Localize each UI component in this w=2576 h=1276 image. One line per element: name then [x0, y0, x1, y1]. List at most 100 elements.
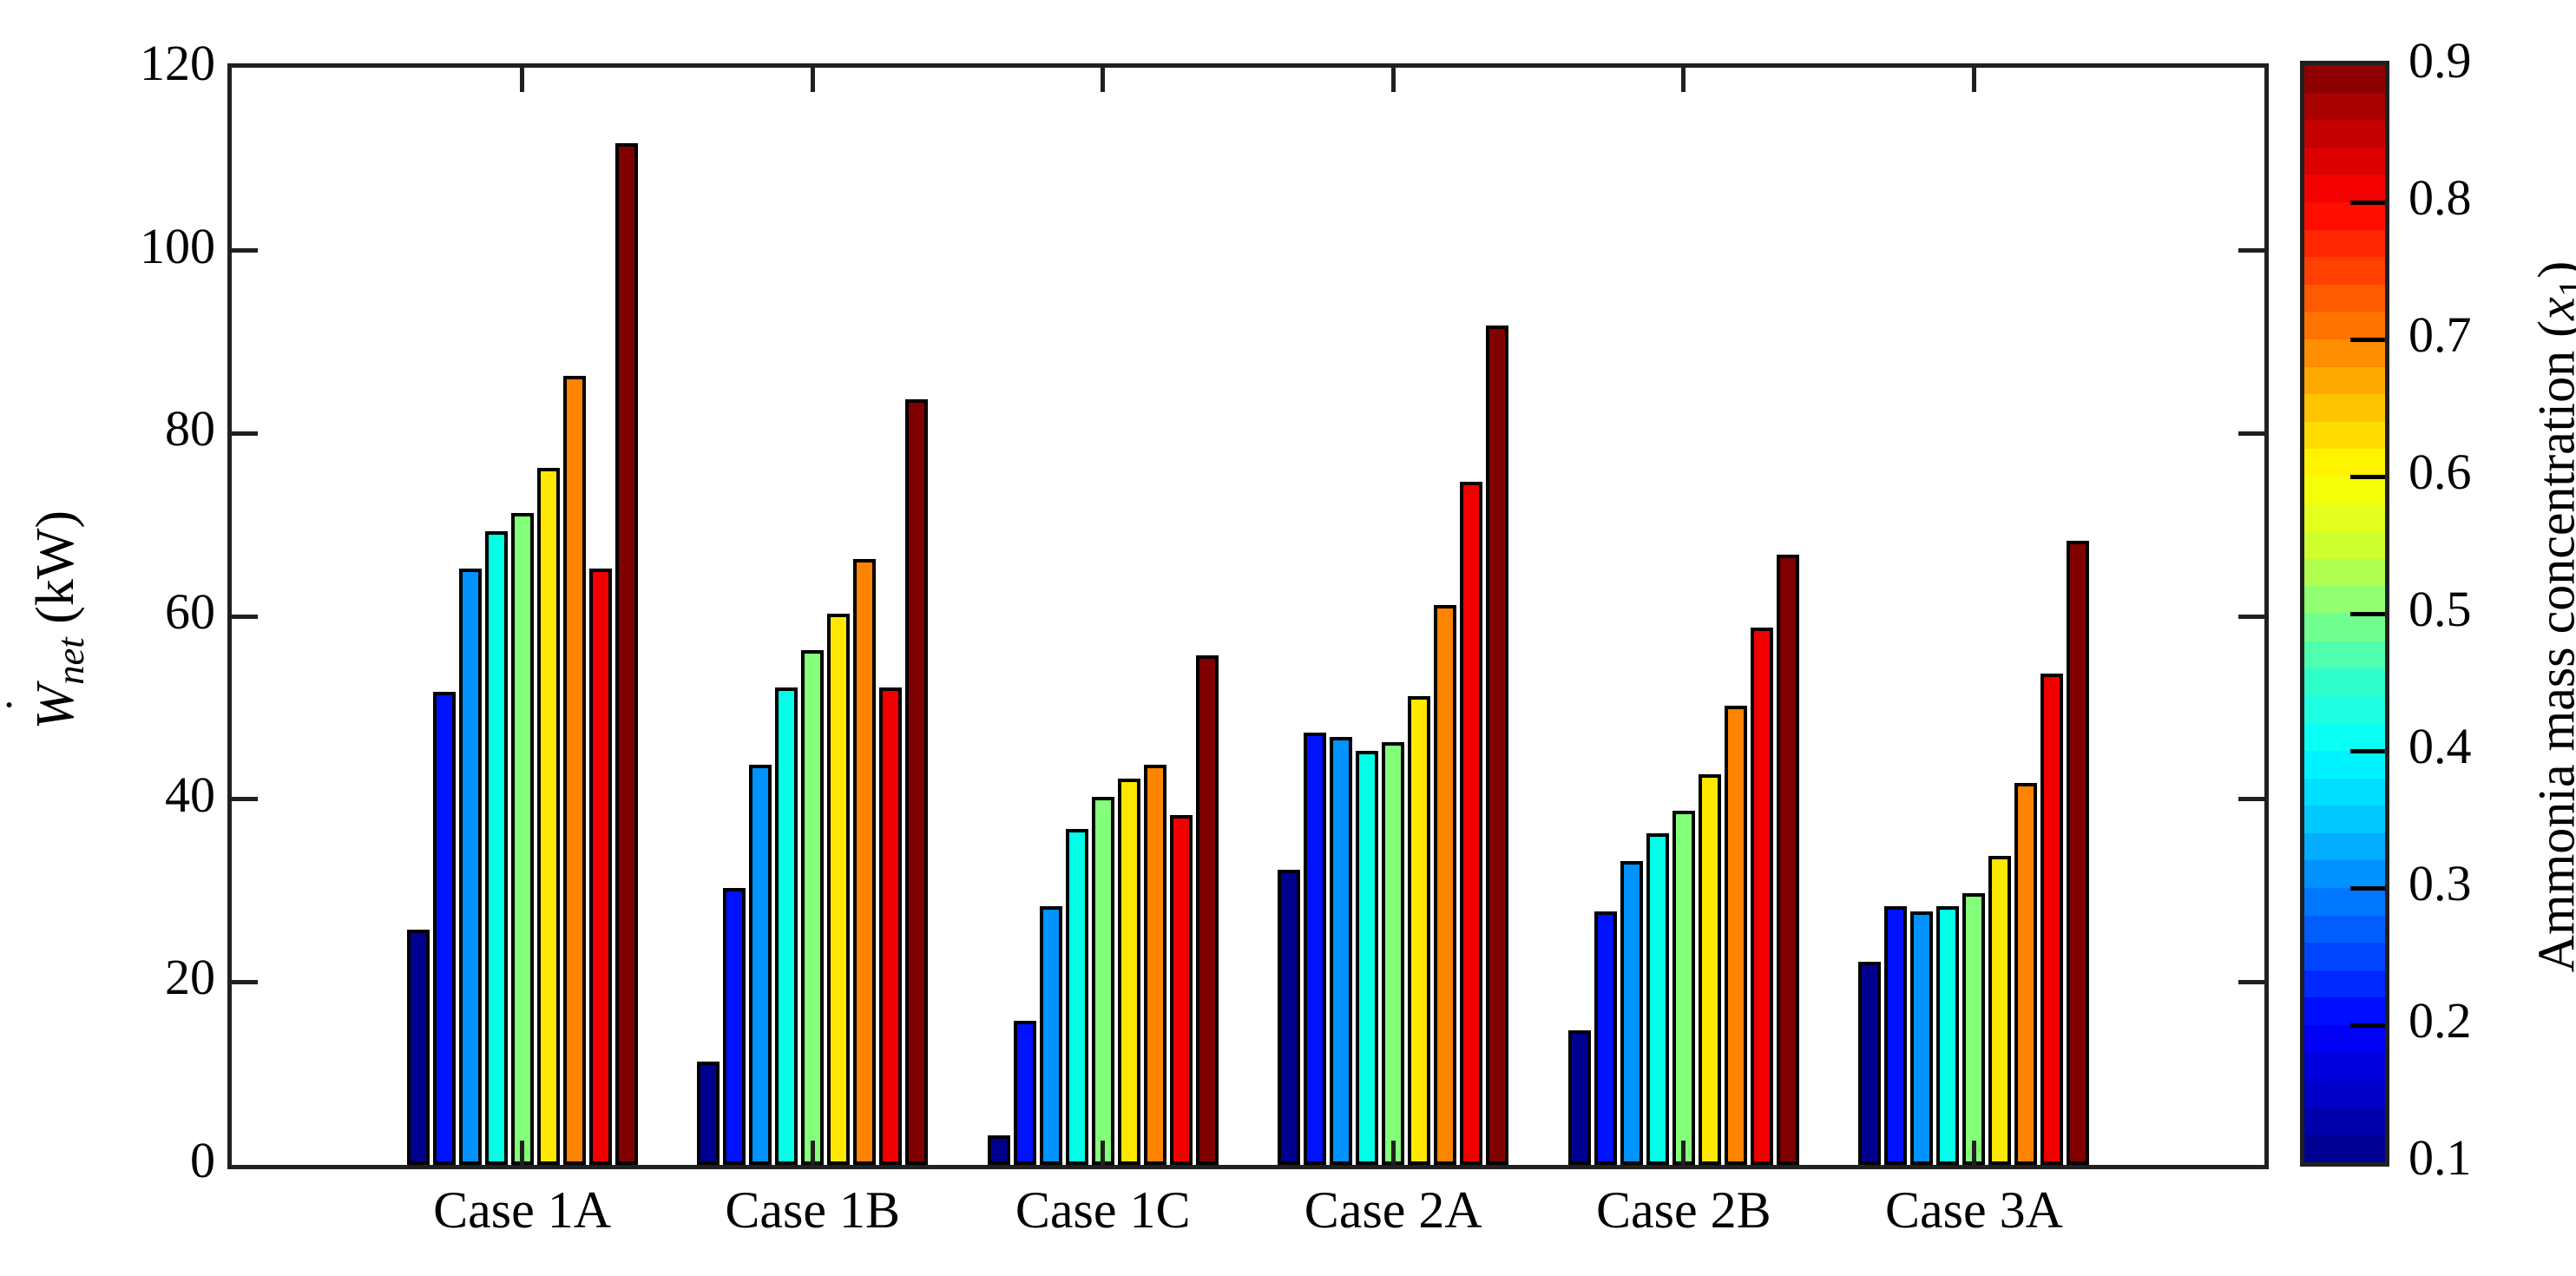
colorbar-tick-label: 0.7: [2408, 306, 2472, 363]
bar: [1143, 765, 1166, 1165]
colorbar-band: [2304, 228, 2385, 258]
bar: [510, 513, 534, 1165]
colorbar-band: [2304, 1134, 2385, 1162]
bar: [432, 691, 456, 1165]
x-tick-label: Case 1B: [725, 1181, 900, 1239]
x-tick-label: Case 1A: [433, 1181, 612, 1239]
colorbar-band: [2304, 530, 2385, 559]
overdot-accent: ˙: [0, 696, 51, 714]
y-axis-subscript: net: [49, 637, 93, 685]
bar: [1091, 796, 1114, 1165]
bar: [723, 888, 746, 1165]
colorbar-band: [2304, 65, 2385, 93]
plot-area: [227, 63, 2269, 1169]
colorbar-tick-mark: [2350, 337, 2385, 342]
colorbar-band: [2304, 914, 2385, 944]
bar: [1698, 773, 1721, 1165]
colorbar-band: [2304, 393, 2385, 422]
colorbar-label-close: ): [2527, 261, 2576, 279]
colorbar-band: [2304, 91, 2385, 121]
bar: [1724, 705, 1747, 1165]
y-tick-mark: [232, 797, 258, 802]
colorbar-band: [2304, 832, 2385, 861]
colorbar-band: [2304, 722, 2385, 751]
bar: [1620, 860, 1643, 1165]
x-tick-mark: [1390, 68, 1396, 92]
bar: [588, 568, 612, 1165]
colorbar-band: [2304, 448, 2385, 477]
y-tick-label: 120: [140, 35, 215, 91]
colorbar-tick-mark: [2350, 474, 2385, 479]
y-tick-label: 60: [165, 583, 215, 640]
colorbar-tick-label: 0.3: [2408, 855, 2472, 911]
colorbar-tick-label: 0.6: [2408, 444, 2472, 500]
bar: [1330, 737, 1353, 1165]
bar: [1858, 961, 1882, 1165]
bar-group: [987, 68, 1219, 1165]
colorbar-band: [2304, 201, 2385, 230]
bar: [1065, 828, 1088, 1165]
colorbar-tick-mark: [2350, 1023, 2385, 1028]
colorbar-tick-mark: [2350, 200, 2385, 205]
bar: [987, 1135, 1010, 1165]
colorbar-tick-label: 0.1: [2408, 1129, 2472, 1186]
colorbar-band: [2304, 311, 2385, 339]
colorbar-band: [2304, 421, 2385, 450]
x-tick-mark: [1681, 1141, 1686, 1165]
bar: [1356, 751, 1379, 1165]
colorbar-band: [2304, 942, 2385, 970]
colorbar-band: [2304, 174, 2385, 202]
y-tick-label: 100: [140, 217, 215, 274]
colorbar-band: [2304, 1024, 2385, 1053]
colorbar-band: [2304, 476, 2385, 504]
y-tick-mark: [232, 979, 258, 984]
bar: [1304, 733, 1327, 1165]
bar: [1776, 554, 1799, 1165]
bar: [1646, 833, 1669, 1165]
x-tick-label: Case 2A: [1304, 1181, 1482, 1239]
bar: [801, 650, 825, 1165]
y-tick-label: 80: [165, 400, 215, 457]
colorbar-band: [2304, 339, 2385, 367]
bar: [853, 559, 877, 1165]
y-tick-mark: [2238, 431, 2264, 436]
colorbar-band: [2304, 365, 2385, 395]
bar-group: [1567, 68, 1799, 1165]
bar: [1117, 778, 1140, 1165]
bar: [2040, 673, 2064, 1165]
x-tick-mark: [1101, 68, 1106, 92]
bar: [749, 765, 772, 1165]
y-axis-variable: W ˙: [0, 685, 85, 730]
y-tick-mark: [2238, 979, 2264, 984]
colorbar-band: [2304, 750, 2385, 779]
bar: [2014, 783, 2038, 1165]
colorbar-tick-mark: [2350, 611, 2385, 616]
x-tick-mark: [810, 1141, 815, 1165]
y-tick-mark: [232, 614, 258, 619]
bar: [1672, 810, 1695, 1165]
bar: [775, 687, 798, 1165]
bar: [1013, 1021, 1036, 1165]
colorbar-band: [2304, 256, 2385, 285]
bar: [905, 398, 929, 1165]
bar: [827, 614, 851, 1165]
colorbar-band: [2304, 695, 2385, 724]
bar: [1750, 628, 1773, 1165]
x-tick-mark: [1971, 1141, 1976, 1165]
bar-group: [1278, 68, 1509, 1165]
colorbar-tick-label: 0.2: [2408, 992, 2472, 1049]
bar: [1884, 906, 1908, 1165]
x-tick-mark: [1971, 68, 1976, 92]
bar: [1567, 1029, 1591, 1165]
bar: [614, 142, 638, 1165]
bar: [1039, 906, 1062, 1165]
colorbar-band: [2304, 503, 2385, 532]
x-tick-mark: [1681, 68, 1686, 92]
bar: [1382, 741, 1405, 1165]
x-tick-mark: [810, 68, 815, 92]
x-tick-label: Case 3A: [1884, 1181, 2063, 1239]
bar: [1195, 654, 1219, 1165]
bar-group: [1858, 68, 2090, 1165]
colorbar-band: [2304, 119, 2385, 148]
